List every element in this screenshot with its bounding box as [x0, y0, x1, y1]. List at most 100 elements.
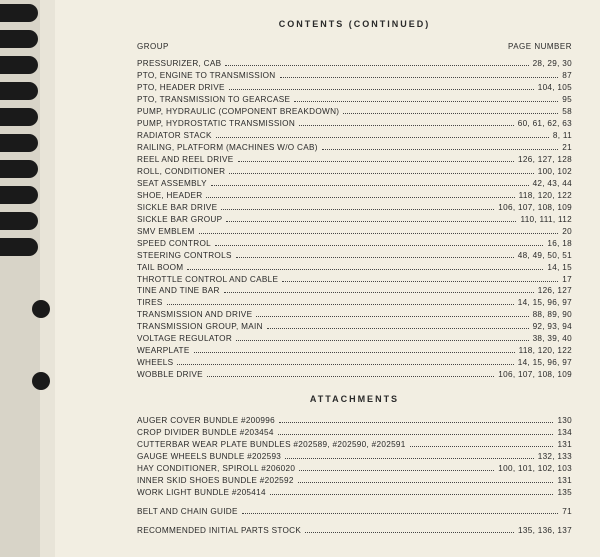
attachment-row: CROP DIVIDER BUNDLE #203454134 — [137, 427, 572, 438]
leader-dots — [270, 494, 554, 495]
footer-list: BELT AND CHAIN GUIDE 71 RECOMMENDED INITIA… — [137, 506, 572, 536]
binding-ring — [0, 186, 38, 204]
toc-label: TRANSMISSION AND DRIVE — [137, 309, 252, 320]
toc-pages: 126, 127, 128 — [518, 154, 572, 165]
toc-row: STEERING CONTROLS48, 49, 50, 51 — [137, 250, 572, 261]
attachment-row: GAUGE WHEELS BUNDLE #202593132, 133 — [137, 451, 572, 462]
attachment-label: HAY CONDITIONER, SPIROLL #206020 — [137, 463, 295, 474]
toc-row: SEAT ASSEMBLY 42, 43, 44 — [137, 178, 572, 189]
toc-label: WHEELS — [137, 357, 173, 368]
attachment-label: AUGER COVER BUNDLE #200996 — [137, 415, 275, 426]
toc-row: REEL AND REEL DRIVE 126, 127, 128 — [137, 154, 572, 165]
toc-row: SMV EMBLEM20 — [137, 226, 572, 237]
toc-pages: 104, 105 — [538, 82, 572, 93]
binding-ring — [0, 56, 38, 74]
attachment-pages: 135 — [557, 487, 572, 498]
leader-dots — [194, 352, 515, 353]
toc-pages: 28, 29, 30 — [533, 58, 572, 69]
binding-ring — [0, 82, 38, 100]
toc-pages: 42, 43, 44 — [533, 178, 572, 189]
toc-row: WOBBLE DRIVE106, 107, 108, 109 — [137, 369, 572, 380]
toc-pages: 106, 107, 108, 109 — [498, 369, 572, 380]
toc-label: REEL AND REEL DRIVE — [137, 154, 234, 165]
attachment-label: GAUGE WHEELS BUNDLE #202593 — [137, 451, 281, 462]
toc-label: RADIATOR STACK — [137, 130, 212, 141]
leader-dots — [298, 482, 554, 483]
leader-dots — [187, 269, 543, 270]
toc-pages: 14, 15, 96, 97 — [518, 297, 572, 308]
leader-dots — [282, 281, 558, 282]
toc-row: TINE AND TINE BAR126, 127 — [137, 285, 572, 296]
binding-ring — [0, 30, 38, 48]
attachment-pages: 131 — [557, 439, 572, 450]
binding-ring — [0, 108, 38, 126]
toc-label: TINE AND TINE BAR — [137, 285, 220, 296]
toc-pages: 17 — [562, 274, 572, 285]
binding-ring — [0, 4, 38, 22]
toc-pages: 95 — [562, 94, 572, 105]
toc-row: SICKLE BAR DRIVE106, 107, 108, 109 — [137, 202, 572, 213]
leader-dots — [267, 328, 529, 329]
toc-pages: 14, 15, 96, 97 — [518, 357, 572, 368]
binding-ring — [0, 134, 38, 152]
toc-pages: 14, 15 — [547, 262, 572, 273]
toc-label: ROLL, CONDITIONER — [137, 166, 225, 177]
attachment-pages: 134 — [557, 427, 572, 438]
contents-heading: CONTENTS (CONTINUED) — [137, 18, 572, 31]
toc-row: TRANSMISSION AND DRIVE88, 89, 90 — [137, 309, 572, 320]
toc-row: SPEED CONTROL 16, 18 — [137, 238, 572, 249]
toc-row: PRESSURIZER, CAB28, 29, 30 — [137, 58, 572, 69]
toc-row: SICKLE BAR GROUP110, 111, 112 — [137, 214, 572, 225]
leader-dots — [299, 470, 494, 471]
footer-label: BELT AND CHAIN GUIDE — [137, 506, 238, 517]
leader-dots — [225, 65, 528, 66]
toc-label: SEAT ASSEMBLY — [137, 178, 207, 189]
punch-hole — [32, 300, 50, 318]
toc-label: SICKLE BAR GROUP — [137, 214, 222, 225]
leader-dots — [294, 101, 558, 102]
leader-dots — [207, 376, 494, 377]
page: CONTENTS (CONTINUED) GROUP PAGE NUMBER P… — [55, 0, 600, 557]
punch-hole — [32, 372, 50, 390]
toc-label: RAILING, PLATFORM (MACHINES W/O CAB) — [137, 142, 318, 153]
leader-dots — [410, 446, 554, 447]
attachment-pages: 100, 101, 102, 103 — [498, 463, 572, 474]
footer-pages: 71 — [562, 506, 572, 517]
toc-list: PRESSURIZER, CAB28, 29, 30PTO, ENGINE TO… — [137, 58, 572, 381]
attachment-row: AUGER COVER BUNDLE #200996130 — [137, 415, 572, 426]
toc-pages: 20 — [562, 226, 572, 237]
leader-dots — [216, 137, 549, 138]
attachments-list: AUGER COVER BUNDLE #200996130CROP DIVIDE… — [137, 415, 572, 498]
leader-dots — [236, 257, 514, 258]
leader-dots — [215, 245, 543, 246]
leader-dots — [221, 209, 494, 210]
footer-pages: 135, 136, 137 — [518, 525, 572, 536]
leader-dots — [285, 458, 534, 459]
toc-label: WEARPLATE — [137, 345, 190, 356]
toc-label: STEERING CONTROLS — [137, 250, 232, 261]
binding-ring — [0, 238, 38, 256]
toc-row: PUMP, HYDROSTATIC TRANSMISSION60, 61, 62… — [137, 118, 572, 129]
attachment-label: WORK LIGHT BUNDLE #205414 — [137, 487, 266, 498]
attachments-heading: ATTACHMENTS — [137, 393, 572, 406]
leader-dots — [256, 316, 528, 317]
toc-pages: 21 — [562, 142, 572, 153]
toc-label: SICKLE BAR DRIVE — [137, 202, 217, 213]
toc-row: VOLTAGE REGULATOR38, 39, 40 — [137, 333, 572, 344]
footer-row: RECOMMENDED INITIAL PARTS STOCK135, 136,… — [137, 525, 572, 536]
toc-label: SPEED CONTROL — [137, 238, 211, 249]
toc-pages: 38, 39, 40 — [533, 333, 572, 344]
leader-dots — [280, 77, 559, 78]
toc-label: PTO, ENGINE TO TRANSMISSION — [137, 70, 276, 81]
leader-dots — [211, 185, 529, 186]
toc-row: RAILING, PLATFORM (MACHINES W/O CAB) 21 — [137, 142, 572, 153]
footer-row: BELT AND CHAIN GUIDE 71 — [137, 506, 572, 517]
attachment-row: INNER SKID SHOES BUNDLE #202592131 — [137, 475, 572, 486]
attachment-row: HAY CONDITIONER, SPIROLL #206020 100, 101… — [137, 463, 572, 474]
binding-ring — [0, 160, 38, 178]
toc-label: PTO, TRANSMISSION TO GEARCASE — [137, 94, 290, 105]
toc-label: TRANSMISSION GROUP, MAIN — [137, 321, 263, 332]
toc-row: WEARPLATE118, 120, 122 — [137, 345, 572, 356]
toc-pages: 16, 18 — [547, 238, 572, 249]
leader-dots — [226, 221, 516, 222]
